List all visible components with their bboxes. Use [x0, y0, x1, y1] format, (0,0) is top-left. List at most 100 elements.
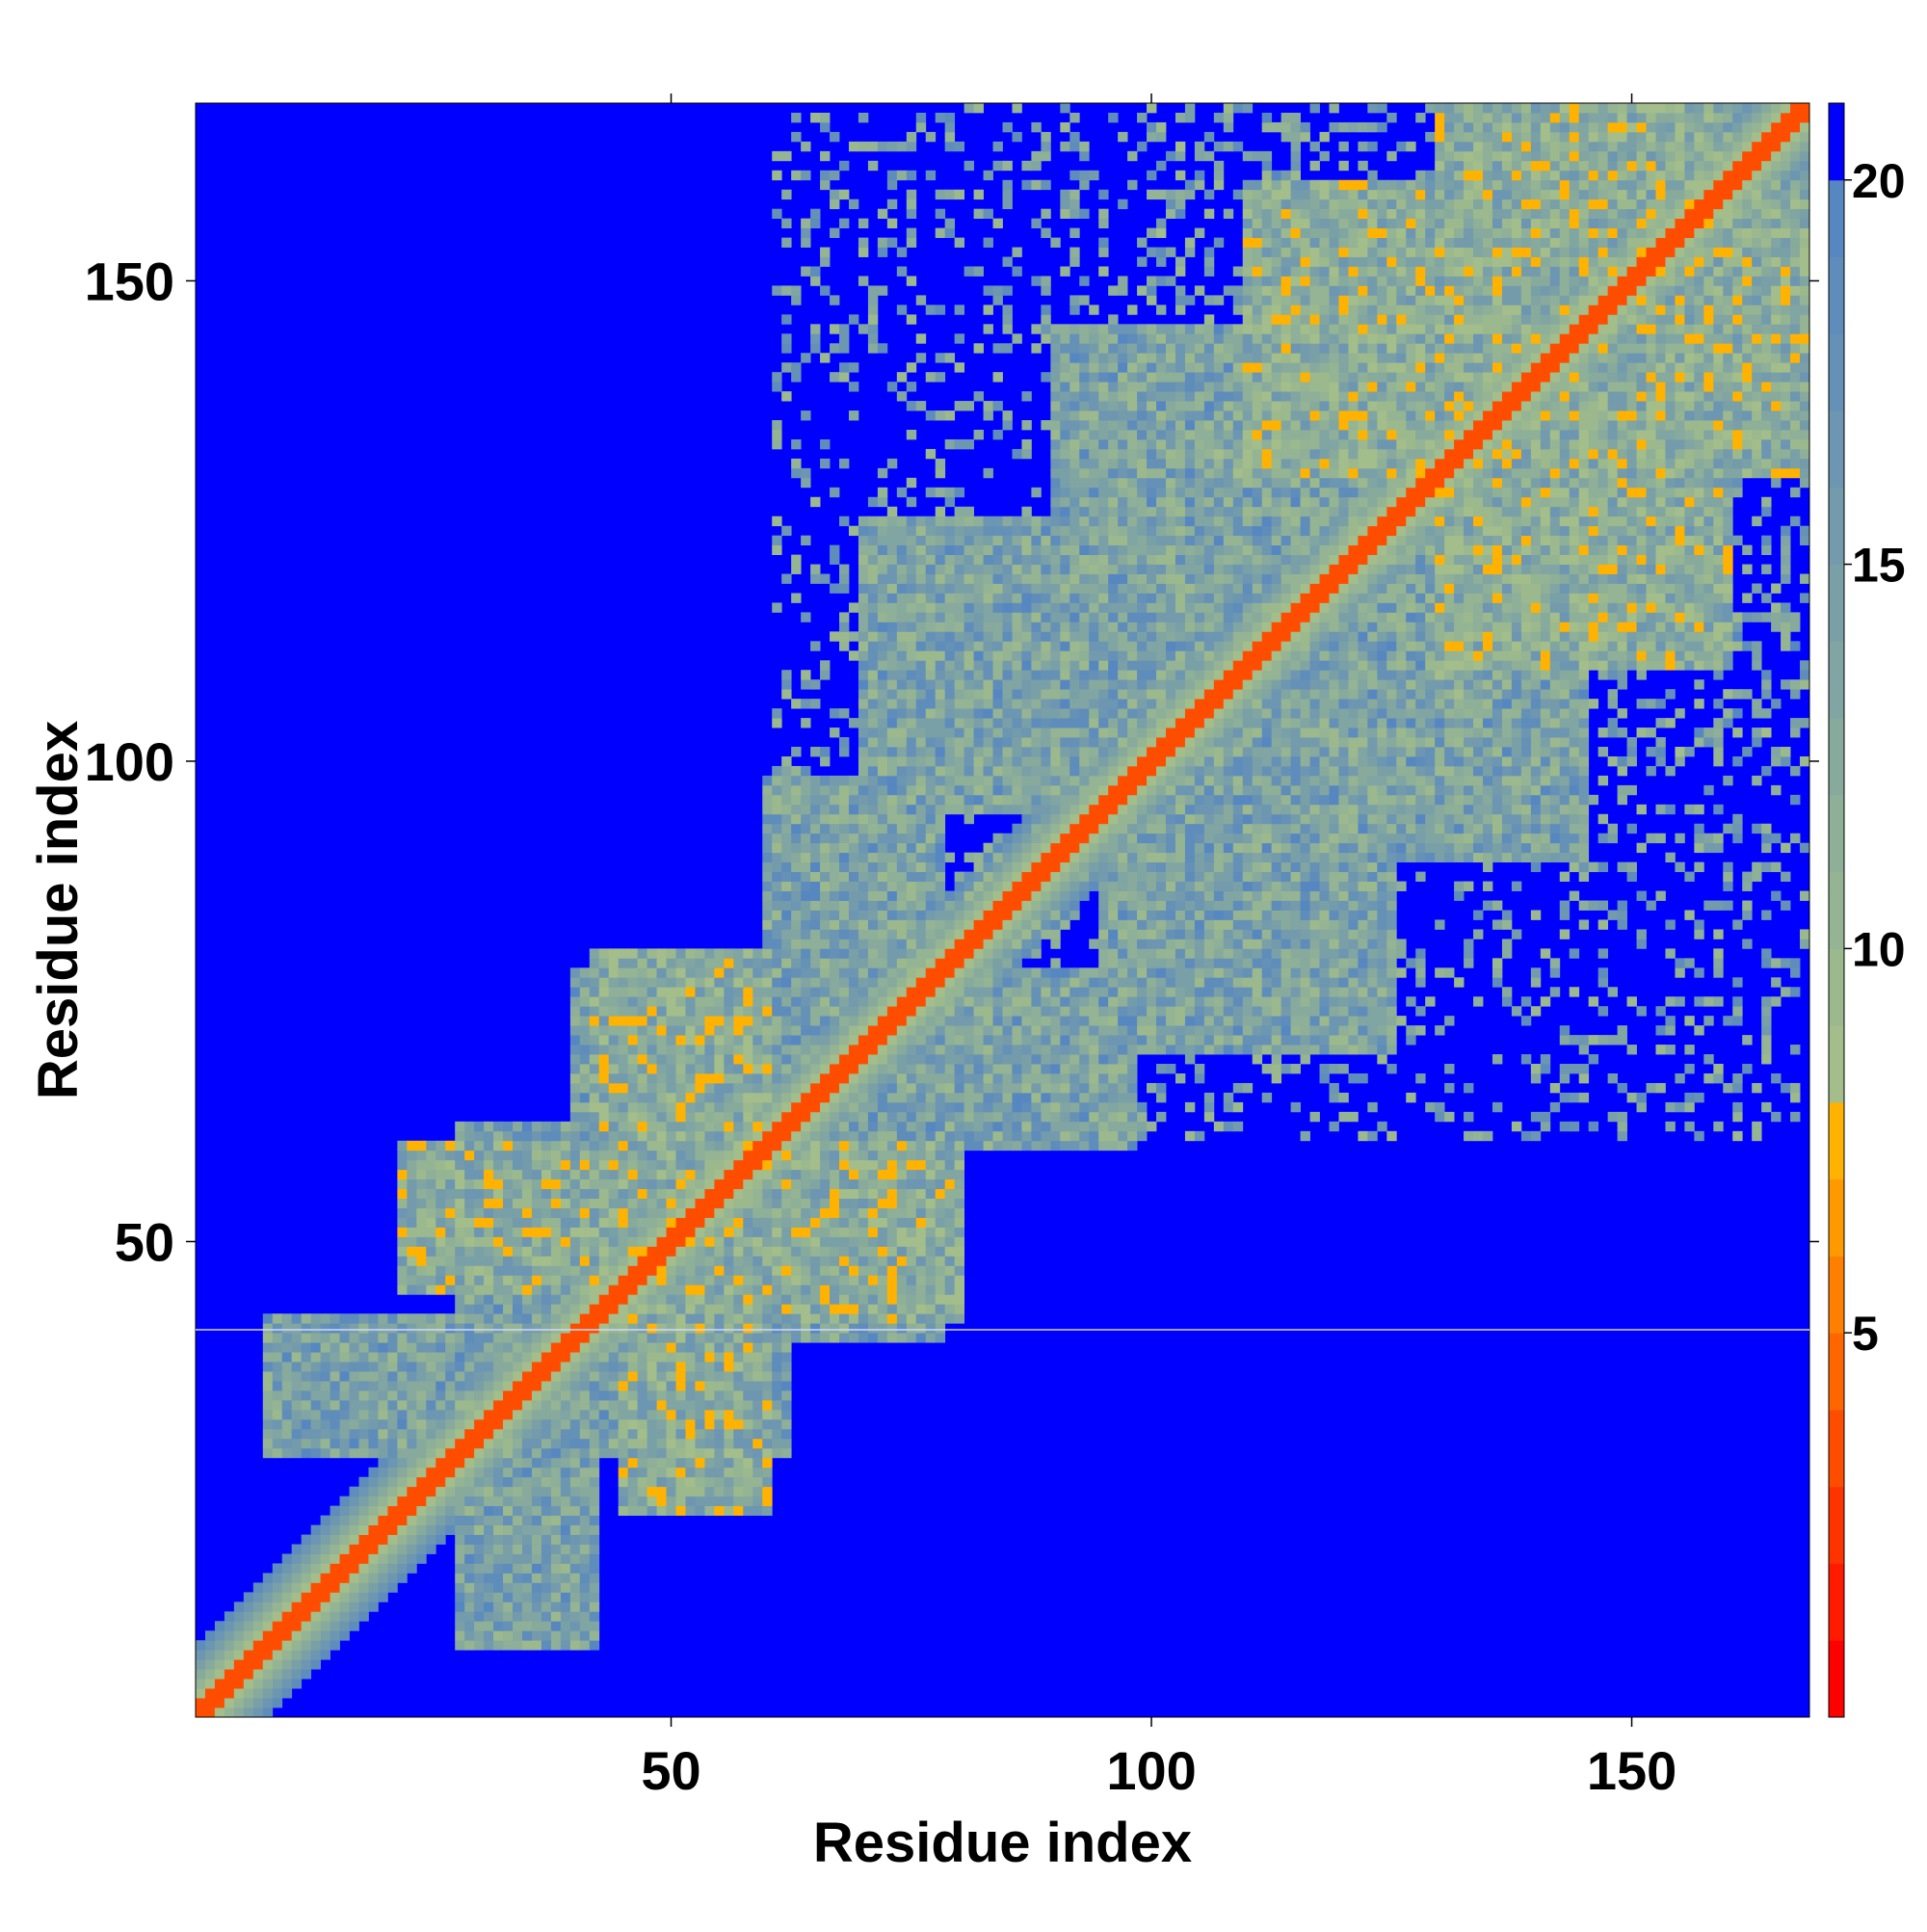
heatmap-cell	[1012, 881, 1022, 891]
heatmap-cell	[772, 1101, 782, 1113]
heatmap-cell	[772, 1082, 782, 1094]
heatmap-cell	[762, 871, 773, 882]
heatmap-cell	[493, 1352, 504, 1363]
heatmap-cell	[455, 1505, 465, 1517]
heatmap-cell	[848, 842, 859, 854]
heatmap-cell	[915, 890, 927, 901]
heatmap-cell	[455, 1159, 465, 1171]
heatmap-cell	[513, 1611, 523, 1622]
heatmap-cell	[579, 1265, 591, 1276]
heatmap-cell	[339, 1418, 350, 1430]
heatmap-cell	[618, 1227, 629, 1237]
heatmap-cell	[704, 1381, 715, 1391]
heatmap-cell	[704, 1438, 715, 1449]
heatmap-cell	[1002, 535, 1013, 546]
heatmap-cell	[752, 1294, 763, 1305]
heatmap-cell	[647, 1313, 657, 1324]
heatmap-cell	[925, 1323, 937, 1334]
heatmap-cell	[618, 1169, 629, 1180]
heatmap-cell	[915, 650, 927, 661]
heatmap-cell	[724, 1016, 734, 1026]
heatmap-cell	[935, 919, 946, 930]
heatmap-cell	[426, 1467, 436, 1478]
heatmap-cell	[455, 1418, 465, 1430]
heatmap-cell	[521, 1284, 533, 1295]
heatmap-cell	[426, 1275, 436, 1285]
heatmap-cell	[781, 823, 792, 834]
heatmap-cell	[772, 1016, 782, 1026]
heatmap-cell	[954, 1198, 965, 1208]
heatmap-cell	[397, 1150, 408, 1161]
heatmap-cell	[589, 1054, 600, 1065]
heatmap-cell	[550, 1573, 562, 1583]
heatmap-cell	[656, 1457, 667, 1469]
heatmap-cell	[839, 794, 850, 806]
heatmap-cell	[896, 593, 908, 603]
heatmap-cell	[214, 1707, 225, 1718]
heatmap-cell	[733, 1409, 744, 1420]
heatmap-cell	[531, 1159, 542, 1171]
heatmap-cell	[445, 1447, 456, 1459]
heatmap-cell	[906, 708, 917, 719]
heatmap-cell	[349, 1352, 359, 1363]
heatmap-cell	[1002, 121, 1013, 133]
heatmap-cell	[598, 996, 610, 1007]
heatmap-cell	[608, 1352, 620, 1363]
heatmap-cell	[810, 1016, 821, 1026]
heatmap-cell	[858, 765, 869, 777]
heatmap-cell	[752, 1006, 763, 1017]
heatmap-cell	[320, 1621, 330, 1631]
heatmap-cell	[493, 1390, 504, 1401]
heatmap-cell	[877, 679, 888, 690]
heatmap-cell	[550, 1198, 562, 1208]
heatmap-cell	[272, 1582, 283, 1593]
heatmap-cell	[896, 833, 908, 844]
heatmap-cell	[608, 1399, 620, 1411]
heatmap-cell	[224, 1621, 235, 1631]
heatmap-cell	[455, 1553, 465, 1564]
heatmap-cell	[906, 1217, 917, 1228]
heatmap-cell	[983, 1111, 993, 1123]
heatmap-cell	[666, 1198, 676, 1208]
heatmap-cell	[925, 1140, 937, 1151]
heatmap-cell	[513, 1495, 523, 1507]
heatmap-cell	[906, 1284, 917, 1295]
heatmap-cell	[608, 1025, 620, 1036]
heatmap-cell	[801, 861, 811, 873]
heatmap-cell	[877, 1284, 888, 1295]
heatmap-cell	[455, 1409, 465, 1420]
heatmap-cell	[704, 1362, 715, 1372]
heatmap-cell	[474, 1457, 485, 1469]
heatmap-cell	[310, 1399, 322, 1411]
heatmap-cell	[243, 1621, 254, 1631]
heatmap-cell	[714, 1362, 725, 1372]
heatmap-cell	[743, 987, 753, 997]
heatmap-cell	[281, 1573, 293, 1583]
heatmap-cell	[550, 1265, 562, 1276]
heatmap-cell	[925, 1236, 937, 1247]
heatmap-cell	[867, 699, 879, 709]
heatmap-cell	[608, 1064, 620, 1074]
heatmap-cell	[695, 1447, 705, 1459]
heatmap-cell	[848, 987, 859, 997]
heatmap-cell	[455, 1256, 465, 1266]
heatmap-cell	[243, 1659, 254, 1670]
heatmap-cell	[1031, 641, 1042, 651]
heatmap-cell	[550, 1333, 562, 1343]
heatmap-cell	[368, 1352, 379, 1363]
heatmap-cell	[954, 1294, 965, 1305]
heatmap-cell	[935, 813, 946, 825]
heatmap-cell	[935, 1313, 946, 1324]
heatmap-cell	[858, 1064, 869, 1074]
heatmap-cell	[983, 765, 993, 777]
heatmap-cell	[416, 1362, 427, 1372]
heatmap-cell	[513, 1486, 523, 1497]
heatmap-cell	[867, 141, 879, 152]
heatmap-cell	[820, 987, 831, 997]
heatmap-cell	[935, 1178, 946, 1190]
heatmap-cell	[1012, 602, 1022, 613]
heatmap-cell	[983, 285, 993, 296]
heatmap-cell	[791, 861, 802, 873]
heatmap-cell	[896, 583, 908, 594]
heatmap-cell	[830, 1082, 840, 1094]
